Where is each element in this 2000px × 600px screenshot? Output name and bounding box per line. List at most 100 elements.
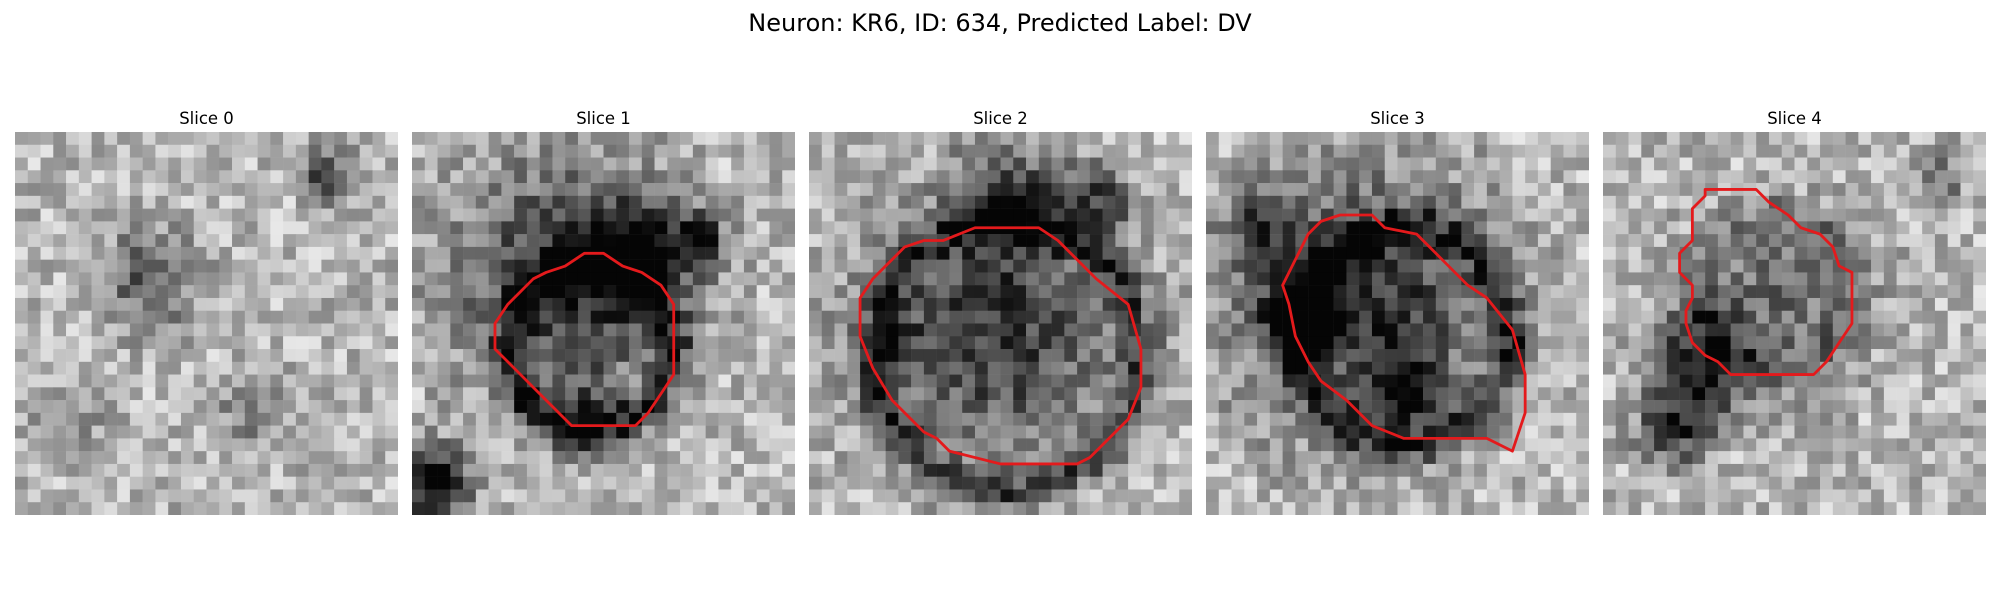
image-pixel xyxy=(193,272,207,286)
image-pixel xyxy=(1115,387,1129,401)
image-pixel xyxy=(27,463,41,477)
image-pixel xyxy=(1423,400,1437,414)
image-pixel xyxy=(1000,297,1014,311)
image-pixel xyxy=(1807,272,1821,286)
image-pixel xyxy=(603,476,617,490)
image-pixel xyxy=(168,157,182,171)
image-pixel xyxy=(834,374,848,388)
image-pixel xyxy=(782,489,795,503)
image-pixel xyxy=(987,502,1001,515)
image-pixel xyxy=(1934,221,1948,235)
image-pixel xyxy=(40,374,54,388)
image-pixel xyxy=(117,285,131,299)
image-pixel xyxy=(334,323,348,337)
image-pixel xyxy=(1768,259,1782,273)
image-pixel xyxy=(15,374,29,388)
image-pixel xyxy=(385,246,398,260)
image-pixel xyxy=(1026,183,1040,197)
image-pixel xyxy=(1282,425,1296,439)
image-pixel xyxy=(565,502,579,515)
image-pixel xyxy=(1743,438,1757,452)
image-pixel xyxy=(104,463,118,477)
image-pixel xyxy=(1896,297,1910,311)
image-pixel xyxy=(1474,502,1488,515)
image-pixel xyxy=(283,234,297,248)
image-pixel xyxy=(104,208,118,222)
image-pixel xyxy=(283,323,297,337)
image-pixel xyxy=(1179,234,1192,248)
image-pixel xyxy=(565,361,579,375)
image-pixel xyxy=(334,221,348,235)
image-pixel xyxy=(385,132,398,146)
image-pixel xyxy=(962,463,976,477)
image-pixel xyxy=(346,387,360,401)
image-pixel xyxy=(616,297,630,311)
image-pixel xyxy=(1666,361,1680,375)
image-pixel xyxy=(1807,285,1821,299)
image-pixel xyxy=(1960,310,1974,324)
image-pixel xyxy=(104,297,118,311)
image-pixel xyxy=(1179,400,1192,414)
image-pixel xyxy=(27,361,41,375)
image-pixel xyxy=(475,132,489,146)
image-pixel xyxy=(552,349,566,363)
image-pixel xyxy=(1563,195,1577,209)
image-pixel xyxy=(987,132,1001,146)
image-pixel xyxy=(1295,336,1309,350)
image-pixel xyxy=(949,336,963,350)
image-pixel xyxy=(692,476,706,490)
image-pixel xyxy=(1576,183,1589,197)
image-pixel xyxy=(1461,336,1475,350)
image-pixel xyxy=(936,400,950,414)
image-pixel xyxy=(1692,221,1706,235)
image-pixel xyxy=(1346,336,1360,350)
image-pixel xyxy=(552,195,566,209)
image-pixel xyxy=(1333,502,1347,515)
image-pixel xyxy=(743,297,757,311)
image-pixel xyxy=(1820,157,1834,171)
image-pixel xyxy=(1128,425,1142,439)
image-pixel xyxy=(1423,208,1437,222)
image-pixel xyxy=(731,183,745,197)
image-pixel xyxy=(53,144,67,158)
image-pixel xyxy=(1333,183,1347,197)
image-pixel xyxy=(705,451,719,465)
image-pixel xyxy=(1295,425,1309,439)
image-pixel xyxy=(1038,234,1052,248)
image-pixel xyxy=(1153,144,1167,158)
image-pixel xyxy=(1115,170,1129,184)
image-pixel xyxy=(1359,132,1373,146)
image-pixel xyxy=(1603,297,1617,311)
image-pixel xyxy=(475,259,489,273)
image-pixel xyxy=(949,374,963,388)
image-pixel xyxy=(1947,489,1961,503)
image-pixel xyxy=(1051,349,1065,363)
image-pixel xyxy=(1576,361,1589,375)
image-pixel xyxy=(1384,374,1398,388)
image-pixel xyxy=(1026,502,1040,515)
image-pixel xyxy=(501,451,515,465)
image-pixel xyxy=(168,476,182,490)
image-pixel xyxy=(1666,208,1680,222)
image-pixel xyxy=(1512,310,1526,324)
image-pixel xyxy=(257,259,271,273)
image-pixel xyxy=(1537,208,1551,222)
image-pixel xyxy=(53,361,67,375)
image-pixel xyxy=(27,400,41,414)
image-pixel xyxy=(1537,425,1551,439)
image-pixel xyxy=(385,361,398,375)
image-pixel xyxy=(1102,221,1116,235)
image-pixel xyxy=(1384,285,1398,299)
image-pixel xyxy=(1384,400,1398,414)
image-pixel xyxy=(1768,412,1782,426)
image-pixel xyxy=(1512,259,1526,273)
image-pixel xyxy=(104,361,118,375)
image-pixel xyxy=(1089,259,1103,273)
image-pixel xyxy=(756,221,770,235)
image-pixel xyxy=(898,374,912,388)
image-pixel xyxy=(1525,285,1539,299)
image-pixel xyxy=(1346,221,1360,235)
image-pixel xyxy=(782,349,795,363)
image-pixel xyxy=(1166,489,1180,503)
image-pixel xyxy=(1026,438,1040,452)
